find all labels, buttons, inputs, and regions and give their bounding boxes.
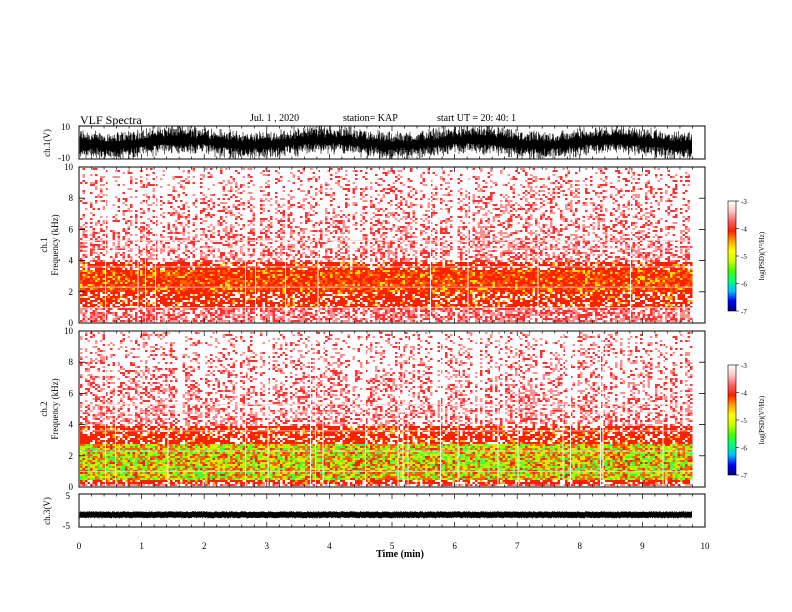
colorbar-tick-label: -7	[741, 308, 747, 316]
ch1-spec-ylabel: Frequency (kHz)	[50, 214, 60, 275]
x-tick-label: 2	[202, 541, 207, 551]
vlf-figure: 10 -10 ch.1(V) 0 2 4 6 8 10 ch.1 Frequency (k…	[0, 0, 792, 612]
ch3-ylabel: ch.3(V)	[42, 497, 52, 525]
colorbar-tick-label: -4	[741, 390, 747, 398]
x-tick-label: 7	[515, 541, 520, 551]
spec1-ytick-label: 4	[69, 256, 74, 266]
spec2-ytick-label: 8	[69, 357, 74, 367]
ch2-spec-ylabel: Frequency (kHz)	[50, 378, 60, 439]
x-axis-label: Time (min)	[376, 549, 424, 560]
ch1-ytick-top: 10	[61, 122, 71, 132]
ch3-waveform-trace	[80, 511, 692, 518]
colorbar-ch1: -3 -4 -5 -6 -7 log(PSD)(V²/Hz)	[728, 198, 766, 316]
colorbar-tick-label: -6	[741, 445, 747, 453]
spec1-ytick-label: 2	[69, 287, 74, 297]
colorbar-tick-label: -3	[741, 198, 747, 206]
ch1-ylabel: ch.1(V)	[42, 129, 52, 157]
x-ticks	[79, 494, 705, 527]
spec2-ytick-label: 10	[64, 326, 74, 336]
ch2-spectrogram-cells	[79, 332, 693, 486]
x-tick-label: 10	[701, 541, 711, 551]
colorbar-label: log(PSD)(V²/Hz)	[758, 231, 766, 280]
ch1-waveform-panel: 10 -10 ch.1(V)	[42, 122, 705, 163]
colorbar-tick-label: -5	[741, 253, 747, 261]
colorbar-gradient	[728, 365, 736, 475]
x-tick-label: 3	[265, 541, 270, 551]
colorbar-tick-label: -3	[741, 362, 747, 370]
colorbar-tick-label: -6	[741, 281, 747, 289]
spec2-ytick-label: 2	[69, 451, 74, 461]
colorbar-ch2: -3 -4 -5 -6 -7 log(PSD)(V²/Hz)	[728, 362, 766, 480]
colorbar-tick-label: -4	[741, 226, 747, 234]
colorbar-tick-label: -7	[741, 472, 747, 480]
ch1-spectrogram-cells	[79, 168, 693, 322]
ch1-spec-channel-label: ch.1	[39, 237, 49, 252]
ch3-waveform-panel: 5 -5 ch.3(V)	[42, 491, 705, 531]
ch1-waveform-trace	[80, 126, 692, 159]
spec2-ytick-label: 4	[69, 420, 74, 430]
x-tick-label: 1	[139, 541, 144, 551]
x-tick-label: 6	[452, 541, 457, 551]
colorbar-gradient	[728, 201, 736, 311]
x-tick-label: 9	[640, 541, 645, 551]
ch2-spec-channel-label: ch.2	[39, 401, 49, 416]
spec2-ytick-label: 6	[69, 388, 74, 398]
x-tick-label: 8	[578, 541, 583, 551]
spec1-ytick-label: 8	[69, 193, 74, 203]
ch3-ytick-top: 5	[66, 491, 71, 501]
x-tick-label: 4	[327, 541, 332, 551]
spec1-ytick-label: 6	[69, 224, 74, 234]
spec1-ytick-label: 10	[64, 162, 74, 172]
x-tick-label: 0	[77, 541, 82, 551]
colorbar-tick-label: -5	[741, 417, 747, 425]
ch3-ytick-bottom: -5	[63, 521, 71, 531]
colorbar-label: log(PSD)(V²/Hz)	[758, 395, 766, 444]
